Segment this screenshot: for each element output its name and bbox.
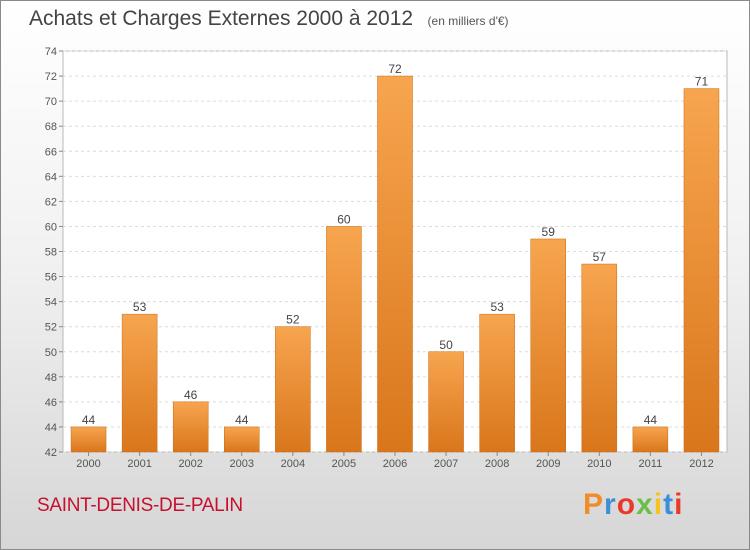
y-tick-label: 52 bbox=[45, 322, 57, 334]
x-tick-label: 2009 bbox=[536, 458, 560, 470]
bar-2012 bbox=[683, 88, 720, 453]
data-label: 44 bbox=[644, 413, 658, 427]
y-tick-label: 70 bbox=[45, 96, 57, 108]
logo-letter: i bbox=[653, 488, 664, 521]
y-tick-label: 54 bbox=[45, 297, 57, 309]
bar-2006 bbox=[377, 75, 413, 453]
logo-letter: t bbox=[663, 488, 675, 521]
data-label: 44 bbox=[235, 413, 249, 427]
data-label: 46 bbox=[184, 388, 198, 402]
y-tick-label: 42 bbox=[45, 447, 57, 459]
y-tick-label: 50 bbox=[45, 347, 57, 359]
bars bbox=[70, 75, 720, 453]
x-tick-label: 2008 bbox=[485, 458, 509, 470]
x-tick-label: 2005 bbox=[332, 458, 356, 470]
x-tick-label: 2002 bbox=[178, 458, 202, 470]
chart-title: Achats et Charges Externes 2000 à 2012 bbox=[29, 7, 414, 30]
data-label: 57 bbox=[593, 250, 607, 264]
y-tick-label: 48 bbox=[45, 372, 57, 384]
bar-2001 bbox=[121, 313, 158, 453]
y-tick-label: 68 bbox=[45, 121, 57, 133]
bar-2008 bbox=[479, 313, 515, 453]
title-row: Achats et Charges Externes 2000 à 2012 (… bbox=[29, 7, 509, 31]
y-tick-label: 44 bbox=[45, 422, 57, 434]
y-tick-label: 46 bbox=[45, 397, 57, 409]
bar-2007 bbox=[428, 351, 464, 453]
chart-unit: (en milliers d'€) bbox=[427, 14, 509, 28]
data-label: 50 bbox=[439, 338, 453, 352]
x-tick-label: 2007 bbox=[434, 458, 458, 470]
proxiti-logo: Proxiti bbox=[583, 488, 683, 522]
bar-2004 bbox=[275, 326, 311, 453]
commune-name: SAINT-DENIS-DE-PALIN bbox=[37, 495, 243, 516]
x-tick-label: 2000 bbox=[76, 458, 100, 470]
y-tick-label: 66 bbox=[45, 146, 57, 158]
data-label: 52 bbox=[286, 313, 300, 327]
y-tick-label: 56 bbox=[45, 272, 57, 284]
y-tick-label: 72 bbox=[45, 71, 57, 83]
x-tick-label: 2012 bbox=[689, 458, 713, 470]
data-labels: 44 53 46 44 52 60 72 50 53 59 57 44 71 bbox=[82, 62, 709, 427]
logo-letter: i bbox=[674, 488, 684, 521]
data-label: 72 bbox=[388, 62, 402, 76]
data-label: 59 bbox=[542, 225, 556, 239]
x-tick-label: 2003 bbox=[230, 458, 254, 470]
data-label: 53 bbox=[490, 300, 504, 314]
logo-letter: x bbox=[636, 488, 654, 521]
bar-2002 bbox=[172, 401, 209, 453]
x-tick-label: 2011 bbox=[639, 458, 663, 470]
bar-2005 bbox=[326, 226, 362, 453]
logo-letter: o bbox=[616, 488, 637, 521]
x-tick-label: 2004 bbox=[281, 458, 305, 470]
data-label: 60 bbox=[337, 212, 351, 226]
logo-letter: r bbox=[604, 488, 617, 521]
data-label: 53 bbox=[133, 300, 147, 314]
bar-2010 bbox=[581, 263, 618, 453]
data-label: 44 bbox=[82, 413, 96, 427]
y-axis-ticks: 42 44 46 48 50 52 54 56 58 60 62 64 66 68 70 72 74 bbox=[45, 46, 63, 459]
y-tick-label: 60 bbox=[45, 221, 57, 233]
bar-2009 bbox=[530, 238, 566, 453]
y-tick-label: 58 bbox=[45, 247, 57, 259]
y-tick-label: 62 bbox=[45, 196, 57, 208]
y-tick-label: 74 bbox=[45, 46, 57, 58]
bar-2003 bbox=[224, 426, 260, 453]
bar-2011 bbox=[632, 426, 669, 453]
data-label: 71 bbox=[695, 75, 709, 89]
x-axis-ticks: 2000 2001 2002 2003 2004 2005 2006 2007 2008 2009… bbox=[76, 452, 714, 470]
x-tick-label: 2006 bbox=[383, 458, 407, 470]
y-tick-label: 64 bbox=[45, 171, 57, 183]
bar-2000 bbox=[70, 426, 107, 453]
x-tick-label: 2001 bbox=[127, 458, 151, 470]
logo-letter: P bbox=[583, 488, 605, 521]
x-tick-label: 2010 bbox=[587, 458, 611, 470]
